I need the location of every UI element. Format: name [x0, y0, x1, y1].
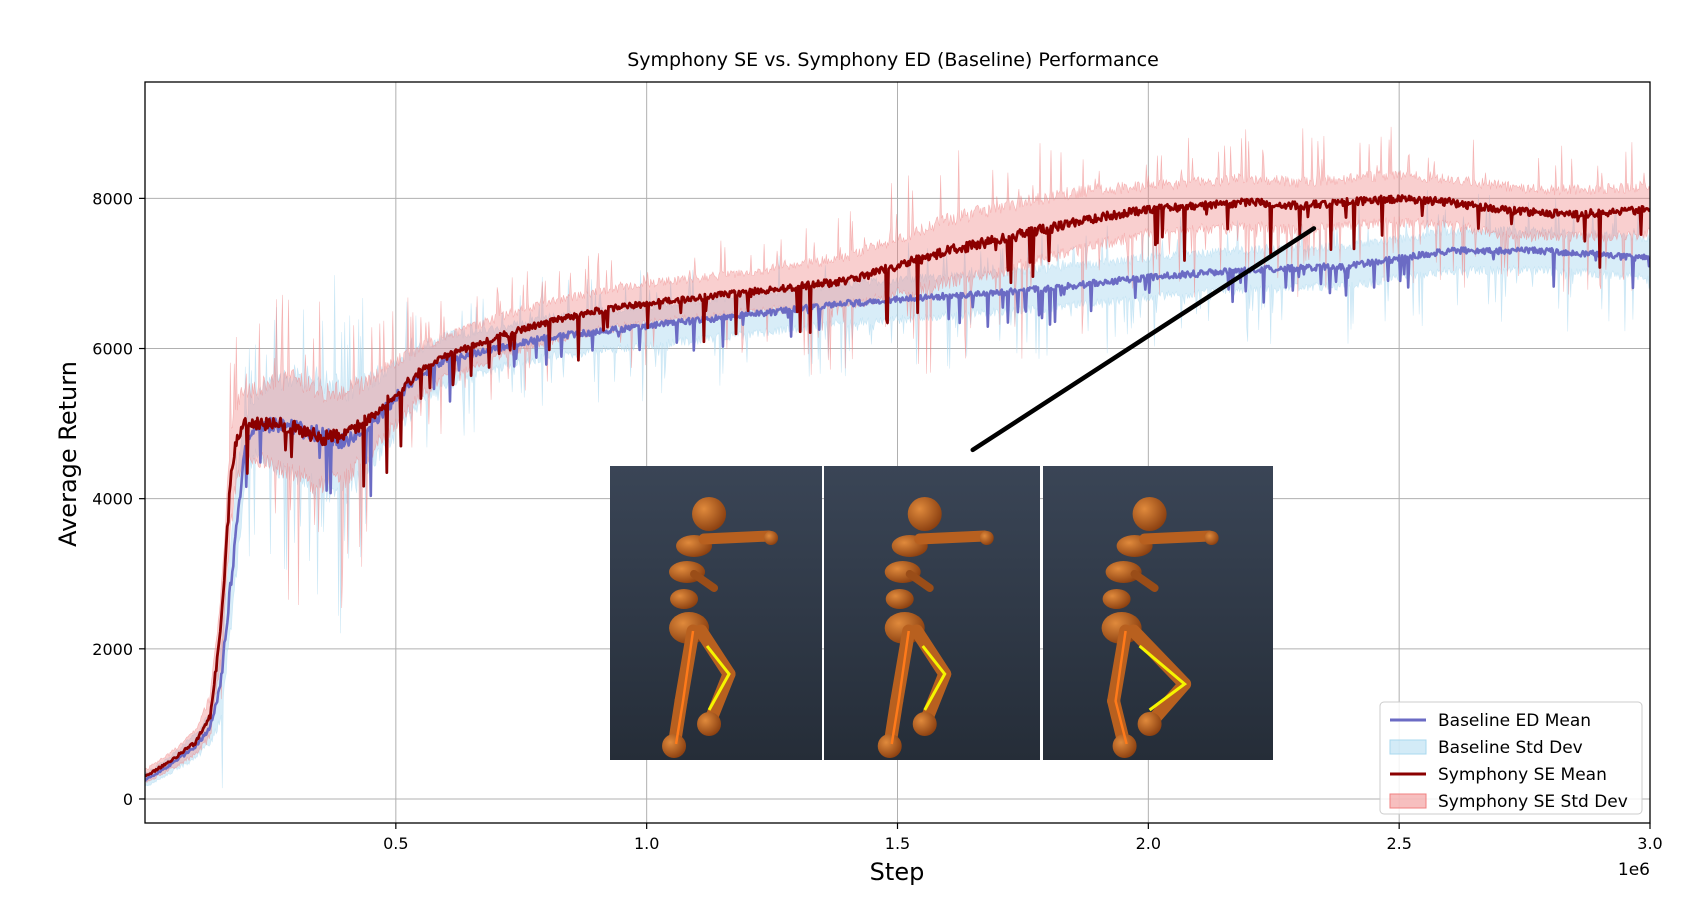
inset-frame-1: [610, 466, 822, 760]
legend-label: Baseline ED Mean: [1438, 711, 1591, 731]
y-tick-label: 2000: [92, 640, 133, 659]
inset-frame-2: [824, 466, 1040, 760]
x-tick-label: 0.5: [383, 834, 408, 853]
series-line-symphony-se-mean: [145, 194, 1650, 778]
x-tick-label: 1.5: [885, 834, 910, 853]
x-tick-label: 2.5: [1386, 834, 1411, 853]
x-tick-label: 2.0: [1136, 834, 1161, 853]
inset-pointer-line: [970, 226, 1317, 453]
std-band-symphony-se-mean: [145, 126, 1650, 783]
legend-item-symphony-se-std-dev: Symphony SE Std Dev: [1389, 792, 1628, 812]
x-axis-ticks: 0.5 1.0 1.5 2.0 2.5 3.0: [383, 823, 1663, 853]
series-line-baseline-ed-mean: [145, 246, 1650, 782]
inset-humanoid-frames: [610, 466, 1273, 760]
y-axis-label: Average Return: [54, 361, 82, 547]
y-tick-label: 4000: [92, 490, 133, 509]
x-tick-label: 1.0: [634, 834, 659, 853]
chart-title: Symphony SE vs. Symphony ED (Baseline) P…: [627, 49, 1159, 71]
legend-label: Symphony SE Std Dev: [1438, 792, 1628, 812]
legend: Baseline ED Mean Baseline Std Dev Symphony…: [1379, 701, 1643, 815]
x-scale-label: 1e6: [1618, 860, 1650, 880]
x-axis-label: Step: [870, 858, 925, 886]
legend-item-baseline-ed-mean: Baseline ED Mean: [1390, 711, 1591, 731]
x-tick-label: 3.0: [1637, 834, 1662, 853]
legend-item-symphony-se-mean: Symphony SE Mean: [1390, 765, 1607, 785]
legend-label: Symphony SE Mean: [1438, 765, 1607, 785]
series-layer: [145, 126, 1650, 789]
y-tick-label: 0: [123, 790, 133, 809]
legend-box: [1379, 701, 1643, 815]
y-axis-ticks: 0 2000 4000 6000 8000: [92, 189, 145, 809]
y-tick-label: 6000: [92, 340, 133, 359]
y-tick-label: 8000: [92, 189, 133, 208]
legend-item-baseline-std-dev: Baseline Std Dev: [1389, 738, 1583, 758]
legend-label: Baseline Std Dev: [1438, 738, 1583, 758]
inset-frame-3: [1043, 466, 1273, 760]
